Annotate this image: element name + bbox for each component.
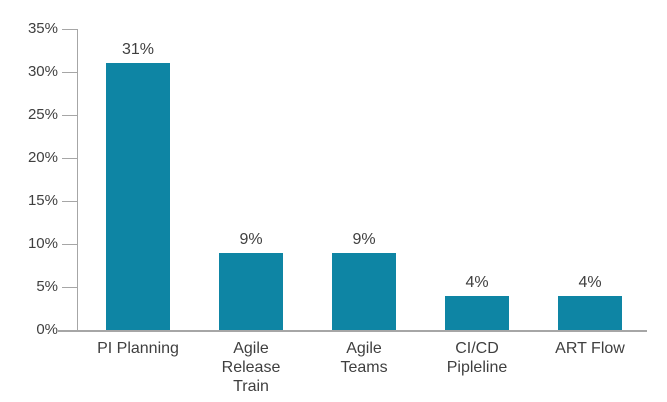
bar-value-label: 31% [121, 41, 155, 58]
y-axis-tick [62, 158, 77, 159]
y-axis-tick-label: 35% [27, 20, 58, 37]
bar [106, 63, 170, 330]
x-axis-category-label: CI/CD Pipleline [446, 340, 508, 376]
y-axis-tick [62, 29, 77, 30]
y-axis-tick [62, 201, 77, 202]
x-axis-category-label: Agile Release Train [221, 340, 281, 395]
y-axis-tick-label: 20% [27, 149, 58, 166]
x-axis-category-label: ART Flow [555, 340, 625, 357]
x-axis-category-label: Agile Teams [340, 340, 388, 376]
bar [332, 253, 396, 330]
bar-value-label: 4% [578, 274, 602, 291]
y-axis-tick-label: 25% [27, 106, 58, 123]
bar [558, 296, 622, 330]
bar [219, 253, 283, 330]
y-axis-tick [62, 115, 77, 116]
y-axis-tick [62, 244, 77, 245]
y-axis-tick-label: 30% [27, 63, 58, 80]
y-axis-tick-label: 0% [36, 321, 58, 338]
y-axis-line [77, 29, 78, 331]
bar-value-label: 9% [239, 231, 263, 248]
bar-value-label: 4% [465, 274, 489, 291]
x-axis-line [58, 330, 647, 332]
y-axis-tick-label: 15% [27, 192, 58, 209]
bar-value-label: 9% [352, 231, 376, 248]
y-axis-tick [62, 287, 77, 288]
y-axis-tick [62, 72, 77, 73]
bar [445, 296, 509, 330]
x-axis-category-label: PI Planning [97, 340, 179, 357]
y-axis-tick-label: 5% [36, 278, 58, 295]
y-axis-tick-label: 10% [27, 235, 58, 252]
